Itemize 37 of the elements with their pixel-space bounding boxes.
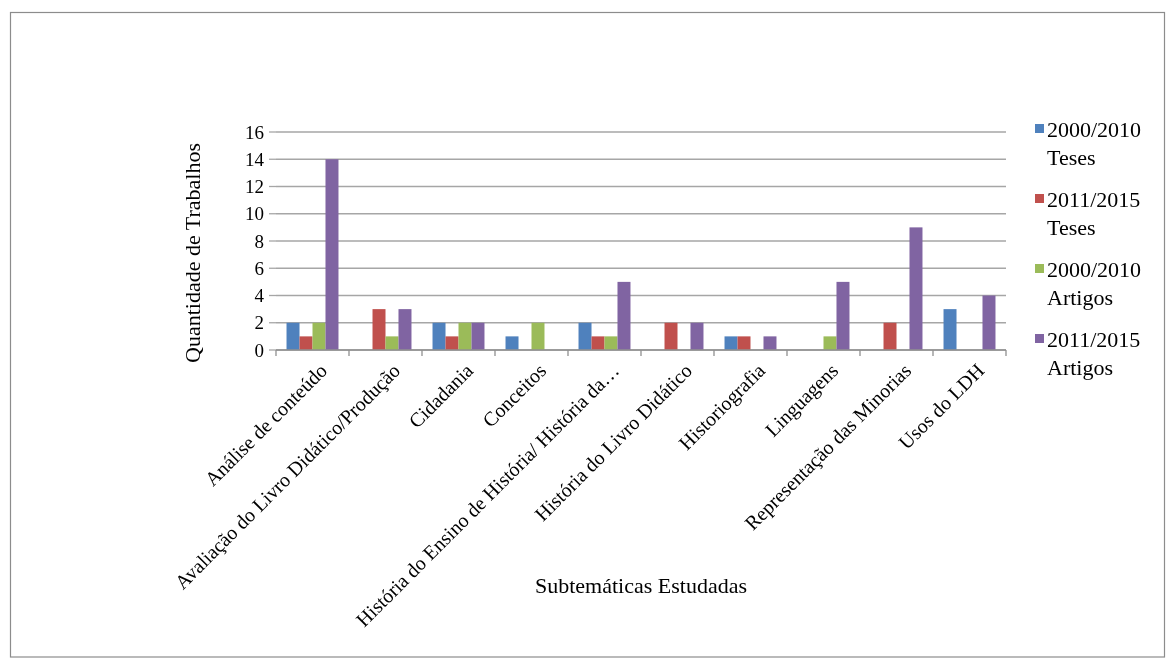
bar (690, 322, 704, 350)
bar (372, 309, 386, 350)
y-tick-label: 6 (254, 257, 264, 279)
bar (591, 336, 605, 350)
legend-label: 2011/2015 Teses (1047, 187, 1141, 240)
bar (883, 322, 897, 350)
bar (617, 281, 631, 350)
bar (724, 336, 738, 350)
bar (578, 322, 592, 350)
bar (505, 336, 519, 350)
bar (286, 322, 300, 350)
y-tick-label: 4 (254, 285, 265, 307)
y-tick-label: 16 (245, 121, 264, 143)
bar (982, 295, 996, 350)
bar (763, 336, 777, 350)
bar (325, 159, 339, 350)
legend-label: 2000/2010 Artigos (1047, 257, 1142, 310)
y-tick-label: 14 (245, 148, 265, 170)
bar (943, 309, 957, 350)
bar (836, 281, 850, 350)
legend-label: 2011/2015 Artigos (1047, 327, 1141, 380)
y-tick-label: 0 (254, 339, 264, 361)
bar (737, 336, 751, 350)
y-tick-label: 10 (245, 203, 264, 225)
y-axis-title: Quantidade de Trabalhos (180, 143, 205, 363)
bar (664, 322, 678, 350)
y-tick-label: 2 (254, 312, 264, 334)
bar (299, 336, 313, 350)
bar (471, 322, 485, 350)
bar (909, 227, 923, 350)
legend-label: 2000/2010 Teses (1047, 117, 1142, 170)
bar (445, 336, 459, 350)
bar (398, 309, 412, 350)
x-axis-title: Subtemáticas Estudadas (534, 573, 748, 598)
y-tick-label: 8 (254, 230, 264, 252)
bar (432, 322, 446, 350)
y-tick-label: 12 (245, 176, 264, 198)
